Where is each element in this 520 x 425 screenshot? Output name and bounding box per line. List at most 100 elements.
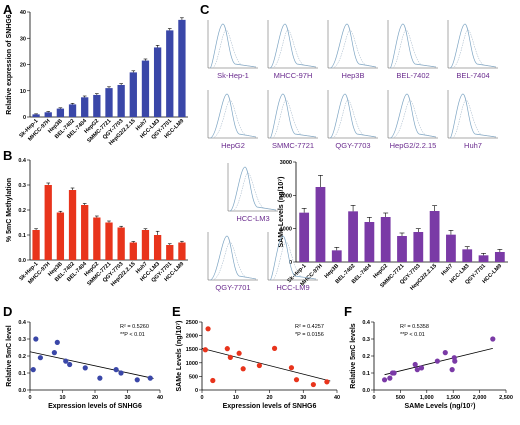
bar [494, 252, 505, 262]
flow-cell-line-label: SMMC-7721 [272, 141, 314, 150]
y-axis-label: Relative 5mC levels [350, 323, 357, 388]
flow-isotype-curve [451, 99, 497, 139]
flow-histogram-grid: Sk-Hep-1 MHCC-97H Hep3B BEL-7402 BEL-7404 Hep… [207, 20, 498, 292]
flow-cell-line-label: HCC-LM9 [276, 283, 309, 292]
bar [153, 235, 162, 260]
bar [446, 234, 456, 262]
flow-histogram-curve [209, 93, 257, 139]
panel-label-a: A [3, 2, 13, 17]
bar [117, 227, 125, 260]
flow-isotype-curve [331, 29, 377, 69]
flow-histogram-curve [209, 23, 257, 69]
data-point [227, 354, 233, 360]
flow-isotype-curve [391, 99, 437, 139]
flow-histogram-curve [229, 166, 277, 212]
data-point [54, 339, 60, 345]
y-tick-label: 0.4 [362, 320, 371, 326]
bar [56, 108, 65, 117]
chart-e-scatter: 0 500 1000 1500 2000 2500 0 10 20 30 40 Expression … [176, 320, 340, 410]
y-tick-label: 40 [20, 10, 26, 16]
data-point [434, 358, 440, 364]
y-tick-label: 0 [289, 260, 292, 266]
flow-cell-line-label: MHCC-97H [274, 71, 313, 80]
y-tick-label: 3000 [280, 160, 292, 166]
fit-line [29, 351, 154, 379]
y-tick-label: 0.2 [18, 208, 26, 214]
bar [380, 217, 391, 262]
flow-cell-line-label: Hep3B [342, 71, 365, 80]
bar [81, 97, 89, 117]
bar [81, 205, 89, 260]
data-point [271, 345, 278, 351]
bar [166, 245, 174, 260]
data-point [202, 347, 208, 353]
y-tick-label: 0.2 [362, 354, 370, 360]
x-tick-label: 2,000 [473, 395, 487, 401]
data-point [391, 370, 397, 376]
flow-histogram-panel: QGY-7703 [327, 90, 378, 150]
flow-histogram-panel: MHCC-97H [267, 20, 318, 80]
p-value-label: *P = 0.0156 [295, 332, 324, 338]
data-point [113, 367, 119, 373]
x-tick-label: 30 [124, 395, 130, 401]
y-tick-label: 0.1 [362, 371, 370, 377]
y-tick-label: 20 [20, 63, 26, 69]
flow-histogram-curve [449, 93, 497, 139]
flow-isotype-curve [271, 99, 317, 139]
data-point [412, 361, 418, 368]
data-point [33, 336, 39, 342]
flow-histogram-curve [269, 23, 317, 69]
flow-cell-line-label: BEL-7404 [456, 71, 489, 80]
bar [429, 211, 440, 262]
panel-label-f: F [344, 304, 352, 319]
panel-label-c: C [200, 2, 210, 17]
flow-histogram-curve [389, 23, 437, 69]
bar [315, 187, 326, 262]
chart-b-5mc-methylation: 0.00.10.20.30.4% 5mC MethylationSk-Hep-1… [6, 158, 188, 288]
data-point [293, 377, 300, 383]
x-tick-label: 500 [396, 395, 405, 401]
y-axis-label: % 5mC Methylation [6, 178, 13, 242]
bar [299, 212, 310, 262]
x-tick-label: 40 [334, 395, 340, 401]
bar [105, 222, 113, 260]
bar [93, 94, 101, 117]
y-tick-label: 2500 [186, 320, 198, 326]
y-tick-label: 0.2 [18, 354, 26, 360]
flow-histogram-curve [269, 93, 317, 139]
flow-histogram-curve [209, 235, 257, 281]
x-tick-label: Huh7 [440, 263, 454, 277]
y-tick-label: 0 [195, 388, 198, 394]
r-squared-label: R² = 0.5260 [120, 324, 149, 330]
y-tick-label: 2000 [186, 334, 198, 340]
data-point [324, 379, 330, 385]
y-tick-label: 0.0 [18, 388, 26, 394]
bar [68, 190, 77, 260]
flow-isotype-curve [211, 99, 257, 139]
y-tick-label: 1000 [186, 361, 198, 367]
data-point [134, 377, 140, 383]
flow-histogram-panel: BEL-7404 [447, 20, 498, 80]
data-point [418, 365, 425, 371]
flow-cell-line-label: Huh7 [464, 141, 482, 150]
y-tick-label: 0.3 [362, 337, 370, 343]
chart-d-scatter: 0.0 0.1 0.2 0.3 0.4 0 10 20 30 40 Expression level… [6, 320, 163, 410]
bar [129, 72, 137, 117]
flow-isotype-curve [211, 29, 257, 69]
flow-histogram-panel: Hep3B [327, 20, 378, 80]
flow-cell-line-label: HepG2/2.2.15 [390, 141, 437, 150]
y-axis-label: Relative 5mC level [6, 325, 13, 387]
y-tick-label: 0.0 [18, 258, 26, 264]
data-point [30, 367, 36, 373]
data-point [82, 365, 88, 371]
y-tick-label: 0 [23, 115, 26, 121]
bar [141, 60, 150, 117]
flow-cell-line-label: HepG2 [221, 141, 245, 150]
bar [141, 230, 150, 260]
data-point [240, 366, 246, 372]
x-tick-label: 1,500 [446, 395, 460, 401]
r-squared-label: R² = 0.4257 [295, 324, 324, 330]
y-tick-label: 0.3 [18, 183, 26, 189]
bar [44, 185, 52, 260]
flow-isotype-curve [211, 241, 257, 281]
